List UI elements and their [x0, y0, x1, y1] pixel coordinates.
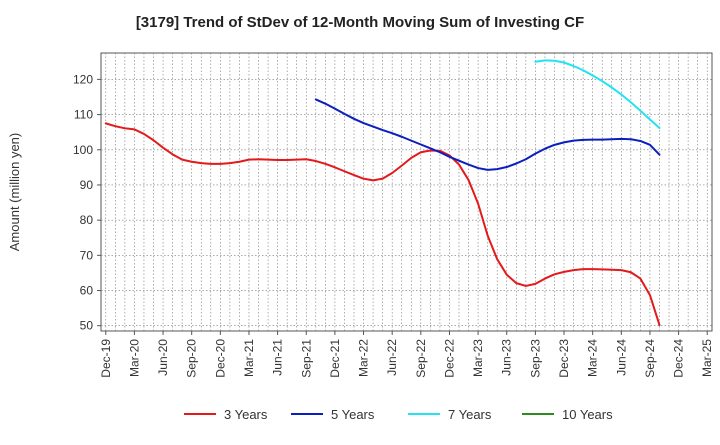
x-tick-label: Mar-21	[242, 339, 256, 377]
y-tick-label: 60	[80, 284, 94, 298]
legend-label: 10 Years	[562, 407, 613, 422]
y-tick-label: 100	[73, 143, 93, 157]
x-tick-label: Sep-24	[643, 339, 657, 378]
x-tick-label: Jun-20	[156, 339, 170, 376]
gridlines	[101, 53, 712, 331]
legend: 3 Years 5 Years 7 Years 10 Years	[184, 407, 613, 422]
legend-label: 3 Years	[224, 407, 268, 422]
series-line-7-years	[534, 59, 661, 129]
axes: 50 60 70 80 90 100 110 120 Dec-19 Mar-20 Jun-20 Sep…	[73, 72, 714, 377]
x-tick-label: Sep-22	[414, 339, 428, 378]
x-tick-label: Mar-20	[127, 339, 141, 377]
x-tick-label: Dec-24	[672, 339, 686, 378]
x-tick-label: Jun-23	[500, 339, 514, 376]
x-tick-label: Mar-25	[700, 339, 714, 377]
y-tick-label: 120	[73, 72, 93, 86]
y-axis-label: Amount (million yen)	[7, 133, 22, 252]
plot-area	[100, 52, 713, 332]
x-tick-label: Jun-21	[271, 339, 285, 376]
y-tick-label: 50	[80, 319, 94, 333]
series-line-5-years	[314, 98, 661, 171]
legend-label: 7 Years	[448, 407, 492, 422]
legend-label: 5 Years	[331, 407, 375, 422]
x-tick-label: Dec-20	[213, 339, 227, 378]
x-tick-label: Jun-24	[614, 339, 628, 376]
x-tick-label: Dec-19	[99, 339, 113, 378]
y-tick-label: 110	[74, 108, 93, 122]
series-line-3-years	[104, 122, 661, 327]
x-tick-label: Sep-21	[299, 339, 313, 378]
y-tick-label: 70	[80, 248, 94, 262]
x-tick-label: Dec-23	[557, 339, 571, 378]
x-tick-label: Sep-23	[528, 339, 542, 378]
x-tick-label: Dec-22	[442, 339, 456, 378]
series-lines	[104, 59, 661, 327]
y-tick-label: 80	[80, 213, 94, 227]
x-tick-label: Mar-23	[471, 339, 485, 377]
x-tick-label: Mar-22	[357, 339, 371, 377]
x-tick-label: Sep-20	[185, 339, 199, 378]
x-tick-label: Mar-24	[586, 339, 600, 377]
y-tick-label: 90	[80, 178, 94, 192]
chart-title: [3179] Trend of StDev of 12-Month Moving…	[136, 14, 584, 31]
x-tick-label: Jun-22	[385, 339, 399, 376]
x-tick-label: Dec-21	[328, 339, 342, 378]
